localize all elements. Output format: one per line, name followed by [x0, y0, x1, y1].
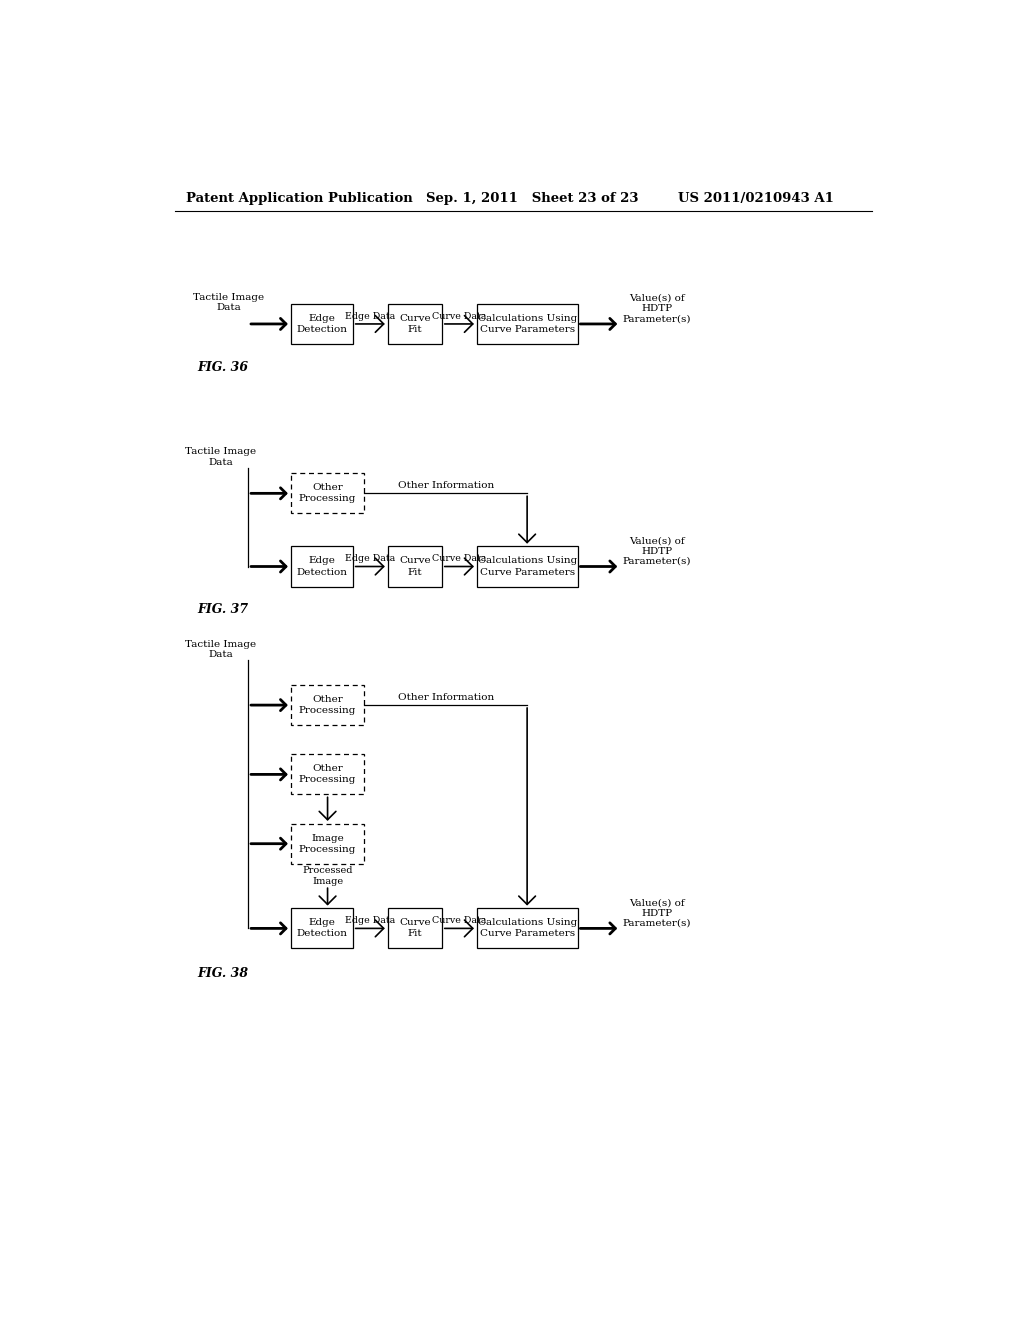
Text: FIG. 37: FIG. 37 — [198, 603, 249, 616]
Text: Edge
Detection: Edge Detection — [296, 557, 347, 577]
Text: Edge Data: Edge Data — [345, 312, 395, 321]
Bar — [291, 908, 352, 948]
Text: US 2011/0210943 A1: US 2011/0210943 A1 — [678, 191, 835, 205]
Text: Value(s) of
HDTP
Parameter(s): Value(s) of HDTP Parameter(s) — [623, 536, 691, 566]
Text: FIG. 38: FIG. 38 — [198, 966, 249, 979]
Bar — [291, 546, 352, 586]
Text: Other
Processing: Other Processing — [299, 696, 356, 715]
Text: Tactile Image
Data: Tactile Image Data — [194, 293, 264, 312]
Text: Curve
Fit: Curve Fit — [399, 314, 430, 334]
Text: Edge
Detection: Edge Detection — [296, 919, 347, 939]
Text: Value(s) of
HDTP
Parameter(s): Value(s) of HDTP Parameter(s) — [623, 293, 691, 323]
Bar — [291, 824, 365, 863]
Text: FIG. 36: FIG. 36 — [198, 360, 249, 374]
Text: Curve
Fit: Curve Fit — [399, 919, 430, 939]
Bar — [291, 474, 365, 513]
Text: Calculations Using
Curve Parameters: Calculations Using Curve Parameters — [477, 919, 577, 939]
Bar — [388, 908, 442, 948]
Text: Calculations Using
Curve Parameters: Calculations Using Curve Parameters — [477, 314, 577, 334]
Text: Curve
Fit: Curve Fit — [399, 557, 430, 577]
Bar — [291, 685, 365, 725]
Text: Patent Application Publication: Patent Application Publication — [186, 191, 413, 205]
Text: Other
Processing: Other Processing — [299, 764, 356, 784]
Text: Curve Data: Curve Data — [432, 312, 486, 321]
Text: Tactile Image
Data: Tactile Image Data — [185, 640, 257, 660]
Bar — [477, 304, 578, 345]
Text: Curve Data: Curve Data — [432, 554, 486, 564]
Text: Value(s) of
HDTP
Parameter(s): Value(s) of HDTP Parameter(s) — [623, 898, 691, 928]
Text: Other Information: Other Information — [397, 693, 494, 702]
Text: Other
Processing: Other Processing — [299, 483, 356, 503]
Bar — [388, 546, 442, 586]
Text: Processed
Image: Processed Image — [302, 866, 353, 886]
Text: Tactile Image
Data: Tactile Image Data — [185, 447, 257, 467]
Bar — [477, 546, 578, 586]
Bar — [291, 755, 365, 795]
Text: Curve Data: Curve Data — [432, 916, 486, 925]
Bar — [291, 304, 352, 345]
Bar — [477, 908, 578, 948]
Text: Sep. 1, 2011   Sheet 23 of 23: Sep. 1, 2011 Sheet 23 of 23 — [426, 191, 639, 205]
Text: Other Information: Other Information — [397, 482, 494, 490]
Text: Edge Data: Edge Data — [345, 554, 395, 564]
Text: Image
Processing: Image Processing — [299, 834, 356, 854]
Text: Edge Data: Edge Data — [345, 916, 395, 925]
Text: Edge
Detection: Edge Detection — [296, 314, 347, 334]
Bar — [388, 304, 442, 345]
Text: Calculations Using
Curve Parameters: Calculations Using Curve Parameters — [477, 557, 577, 577]
